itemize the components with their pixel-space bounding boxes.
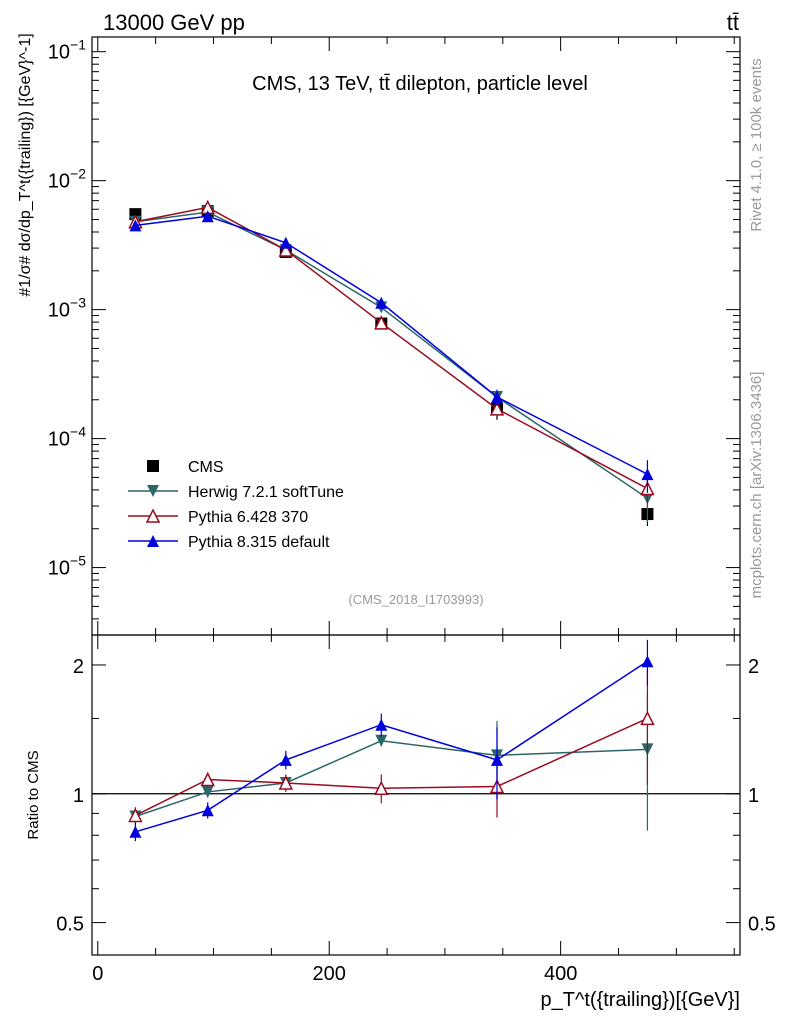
ratio-point — [375, 718, 388, 731]
ratio-point — [201, 785, 214, 798]
data-point — [375, 296, 388, 309]
process-label: tt̄ — [727, 10, 739, 35]
ratio-y-tick-label: 2 — [73, 656, 84, 678]
legend-label: CMS — [188, 459, 224, 476]
main-title: CMS, 13 TeV, tt̄ dilepton, particle leve… — [252, 73, 588, 95]
ratio-line — [135, 660, 648, 833]
data-point — [374, 315, 389, 330]
ratio-series-pythia-8-315-default — [129, 639, 654, 842]
ratio-y-tick-label-right: 2 — [748, 656, 759, 678]
legend-entry-cms: CMS — [147, 459, 224, 476]
ratio-point — [128, 807, 143, 823]
x-axis-label: p_T^t({trailing})[{GeV}] — [541, 989, 741, 1011]
ratio-y-tick-label: 1 — [73, 785, 84, 807]
main-y-axis-label: #1/σ# dσ/dp_T^t({trailing}) [{GeV}^-1] — [17, 33, 34, 296]
ratio-axes: 0.5 0.5 1 1 2 2 0 200 400 — [56, 635, 776, 985]
x-tick-label: 400 — [544, 963, 577, 985]
ratio-series-pythia-6-428-370 — [128, 669, 655, 824]
ratio-panel: 0.5 0.5 1 1 2 2 0 200 400 Ratio to CMS p_T^t({tr… — [25, 634, 776, 1011]
ratio-point — [491, 753, 503, 766]
ratio-point — [374, 780, 389, 796]
main-panel: 10−5 10−4 10−3 10−2 10−1 CMS, 13 TeV, tt̄ di… — [17, 33, 741, 636]
legend-entry-pythia-8-315-default: Pythia 8.315 default — [128, 534, 330, 551]
rivet-version-label: Rivet 4.1.0, ≥ 100k events — [748, 58, 765, 231]
legend-marker — [147, 485, 159, 497]
ratio-point — [640, 710, 655, 726]
main-y-ticks: 10−5 10−4 10−3 10−2 10−1 — [48, 37, 740, 636]
data-point — [129, 219, 142, 232]
x-tick-label: 200 — [313, 963, 346, 985]
ratio-point — [279, 753, 292, 766]
data-point — [201, 210, 214, 223]
x-tick-label: 0 — [92, 963, 103, 985]
legend-label: Herwig 7.2.1 softTune — [188, 484, 344, 501]
ratio-y-tick-label-right: 0.5 — [748, 914, 776, 936]
legend: CMS Herwig 7.2.1 softTune Pythia 6.428 370… — [128, 459, 344, 551]
legend-entry-pythia-6-428-370: Pythia 6.428 370 — [128, 508, 308, 526]
mcplots-label: mcplots.cern.ch [arXiv:1306.3436] — [748, 372, 765, 599]
main-y-tick-label: 10−1 — [48, 37, 86, 64]
legend-marker — [147, 535, 159, 547]
ratio-point — [278, 775, 294, 790]
data-point — [279, 236, 292, 249]
ratio-point — [641, 655, 654, 668]
watermark-label: (CMS_2018_I1703993) — [348, 592, 483, 607]
legend-label: Pythia 8.315 default — [188, 534, 330, 551]
main-y-tick-label: 10−2 — [48, 166, 86, 193]
ratio-point — [375, 734, 388, 747]
main-y-tick-label: 10−5 — [48, 553, 86, 580]
ratio-point — [200, 771, 215, 787]
ratio-y-tick-label: 0.5 — [56, 914, 84, 936]
energy-label: 13000 GeV pp — [103, 10, 245, 35]
ratio-line — [135, 740, 648, 818]
ratio-series — [128, 639, 655, 842]
legend-marker — [145, 508, 161, 523]
ratio-plot-frame — [91, 634, 741, 956]
main-y-tick-label: 10−3 — [48, 295, 86, 322]
ratio-y-tick-label-right: 1 — [748, 785, 759, 807]
series-line — [135, 215, 648, 475]
data-point — [491, 391, 503, 404]
legend-label: Pythia 6.428 370 — [188, 509, 308, 526]
ratio-point — [129, 825, 142, 838]
series-cms — [129, 205, 654, 527]
main-y-tick-label: 10−4 — [48, 424, 86, 451]
ratio-point — [201, 804, 214, 817]
series-pythia-8-315-default — [129, 210, 654, 493]
main-series — [128, 199, 655, 527]
series-line — [135, 211, 648, 499]
series-line — [135, 206, 648, 490]
data-point — [489, 401, 505, 416]
ratio-line — [135, 717, 648, 817]
ratio-y-axis-label: Ratio to CMS — [25, 750, 42, 839]
data-point — [641, 468, 654, 481]
legend-entry-herwig-7-2-1-softtune: Herwig 7.2.1 softTune — [128, 484, 344, 501]
data-point — [278, 242, 294, 257]
legend-marker — [147, 460, 159, 472]
